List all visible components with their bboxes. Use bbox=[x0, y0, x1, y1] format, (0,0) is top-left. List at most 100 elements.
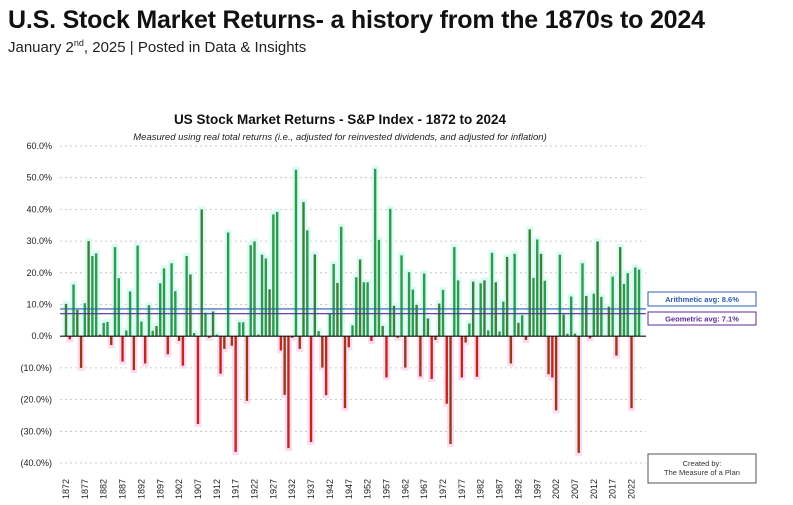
x-tick-label: 2002 bbox=[551, 479, 561, 499]
bar-1890 bbox=[132, 336, 136, 371]
bar-2023 bbox=[634, 267, 637, 337]
bar-1885 bbox=[113, 247, 117, 337]
bar-1909 bbox=[204, 312, 207, 337]
bar-band bbox=[563, 330, 571, 337]
x-tick-label: 1967 bbox=[419, 479, 429, 499]
bar-1959 bbox=[392, 305, 396, 337]
bar-1881 bbox=[98, 334, 102, 337]
bar-1923 bbox=[257, 334, 260, 337]
bar-2011 bbox=[588, 336, 592, 339]
y-tick-label: 50.0% bbox=[26, 173, 52, 183]
bar-1941 bbox=[324, 336, 328, 396]
bar-2017 bbox=[611, 276, 614, 337]
bar-1893 bbox=[143, 336, 147, 364]
bar-1996 bbox=[532, 277, 535, 337]
date-ordinal: nd bbox=[73, 38, 84, 48]
bar-2009 bbox=[581, 263, 584, 337]
bar-1991 bbox=[513, 253, 516, 337]
x-axis-ticks: 1872 1877 1882 1887 1892 1897 1902 1907 1912 1917… bbox=[61, 479, 637, 499]
bar-1914 bbox=[223, 336, 226, 349]
bar-1872 bbox=[64, 303, 68, 337]
bar-1956 bbox=[381, 326, 384, 337]
bar-1929 bbox=[279, 336, 283, 351]
x-tick-label: 1962 bbox=[400, 479, 410, 499]
bar-1874 bbox=[72, 284, 75, 337]
bar-1988 bbox=[502, 301, 505, 337]
bar-1897 bbox=[159, 283, 162, 337]
bar-2008 bbox=[577, 336, 580, 453]
legend-arithmetic: Arithmetic avg: 8.6% bbox=[647, 291, 757, 307]
x-tick-label: 1917 bbox=[231, 479, 241, 499]
bar-1886 bbox=[117, 278, 120, 337]
bar-1921 bbox=[249, 245, 252, 337]
bar-1992 bbox=[517, 322, 520, 337]
bar-1932 bbox=[291, 336, 294, 338]
bar-1972 bbox=[441, 289, 445, 337]
bar-1873 bbox=[68, 336, 71, 340]
x-tick-label: 1997 bbox=[532, 479, 542, 499]
bar-1970 bbox=[434, 336, 437, 341]
bar-1969 bbox=[430, 336, 433, 379]
bar-1937 bbox=[309, 336, 313, 443]
bar-band bbox=[571, 330, 579, 337]
x-tick-label: 1972 bbox=[438, 479, 448, 499]
credit-line-2: The Measure of a Plan bbox=[664, 468, 740, 477]
bar-2016 bbox=[607, 306, 611, 337]
bar-1877 bbox=[83, 303, 87, 337]
bar-1926 bbox=[268, 289, 271, 337]
bar-1895 bbox=[151, 330, 154, 337]
bar-2019 bbox=[618, 247, 622, 337]
bar-1924 bbox=[260, 254, 264, 337]
x-tick-label: 1902 bbox=[174, 479, 184, 499]
bar-band bbox=[96, 331, 104, 337]
x-tick-label: 1927 bbox=[268, 479, 278, 499]
legend-geometric-label: Geometric avg: 7.1% bbox=[665, 315, 739, 324]
y-tick-label: 30.0% bbox=[26, 236, 52, 246]
bar-1880 bbox=[94, 253, 98, 337]
bar-1940 bbox=[321, 336, 324, 368]
bar-1935 bbox=[302, 202, 305, 337]
bar-1875 bbox=[76, 309, 79, 337]
bar-1899 bbox=[166, 336, 169, 355]
x-tick-label: 1872 bbox=[61, 479, 71, 499]
legend-arithmetic-label: Arithmetic avg: 8.6% bbox=[665, 295, 739, 304]
page-title: U.S. Stock Market Returns- a history fro… bbox=[8, 6, 705, 34]
bar-1982 bbox=[479, 283, 482, 337]
bar-2021 bbox=[626, 273, 629, 337]
chart-subtitle: Measured using real total returns (i.e.,… bbox=[133, 132, 546, 143]
x-tick-label: 1932 bbox=[287, 479, 297, 499]
bar-1993 bbox=[520, 315, 524, 337]
bar-1966 bbox=[419, 336, 422, 377]
bar-band bbox=[586, 336, 594, 342]
bar-1884 bbox=[110, 336, 113, 346]
bar-1960 bbox=[396, 336, 399, 338]
x-tick-label: 2017 bbox=[608, 479, 618, 499]
bar-1953 bbox=[370, 336, 373, 341]
bar-1965 bbox=[415, 304, 418, 337]
bar-1930 bbox=[283, 336, 286, 395]
bar-1958 bbox=[389, 208, 392, 337]
bar-1900 bbox=[170, 263, 173, 337]
bar-1936 bbox=[306, 230, 309, 337]
bar-1904 bbox=[185, 255, 188, 337]
chart-title: US Stock Market Returns - S&P Index - 18… bbox=[174, 112, 507, 127]
bar-1910 bbox=[208, 336, 211, 338]
bar-band bbox=[394, 336, 402, 341]
bar-1913 bbox=[219, 336, 222, 374]
x-tick-label: 2012 bbox=[589, 479, 599, 499]
x-tick-label: 1952 bbox=[363, 479, 373, 499]
y-tick-label: 60.0% bbox=[26, 141, 52, 151]
bar-1945 bbox=[340, 226, 343, 337]
bar-1896 bbox=[155, 326, 158, 337]
bar-2007 bbox=[573, 333, 577, 337]
bar-band bbox=[213, 331, 221, 337]
credit-box: Created by: The Measure of a Plan bbox=[647, 453, 757, 484]
bar-1963 bbox=[407, 272, 411, 337]
bar-2002 bbox=[554, 336, 558, 411]
bar-1944 bbox=[336, 282, 339, 337]
bar-2020 bbox=[622, 283, 626, 337]
bar-1915 bbox=[226, 232, 230, 337]
bar-1916 bbox=[230, 336, 234, 346]
bar-1906 bbox=[192, 333, 196, 337]
bar-1978 bbox=[464, 336, 467, 343]
